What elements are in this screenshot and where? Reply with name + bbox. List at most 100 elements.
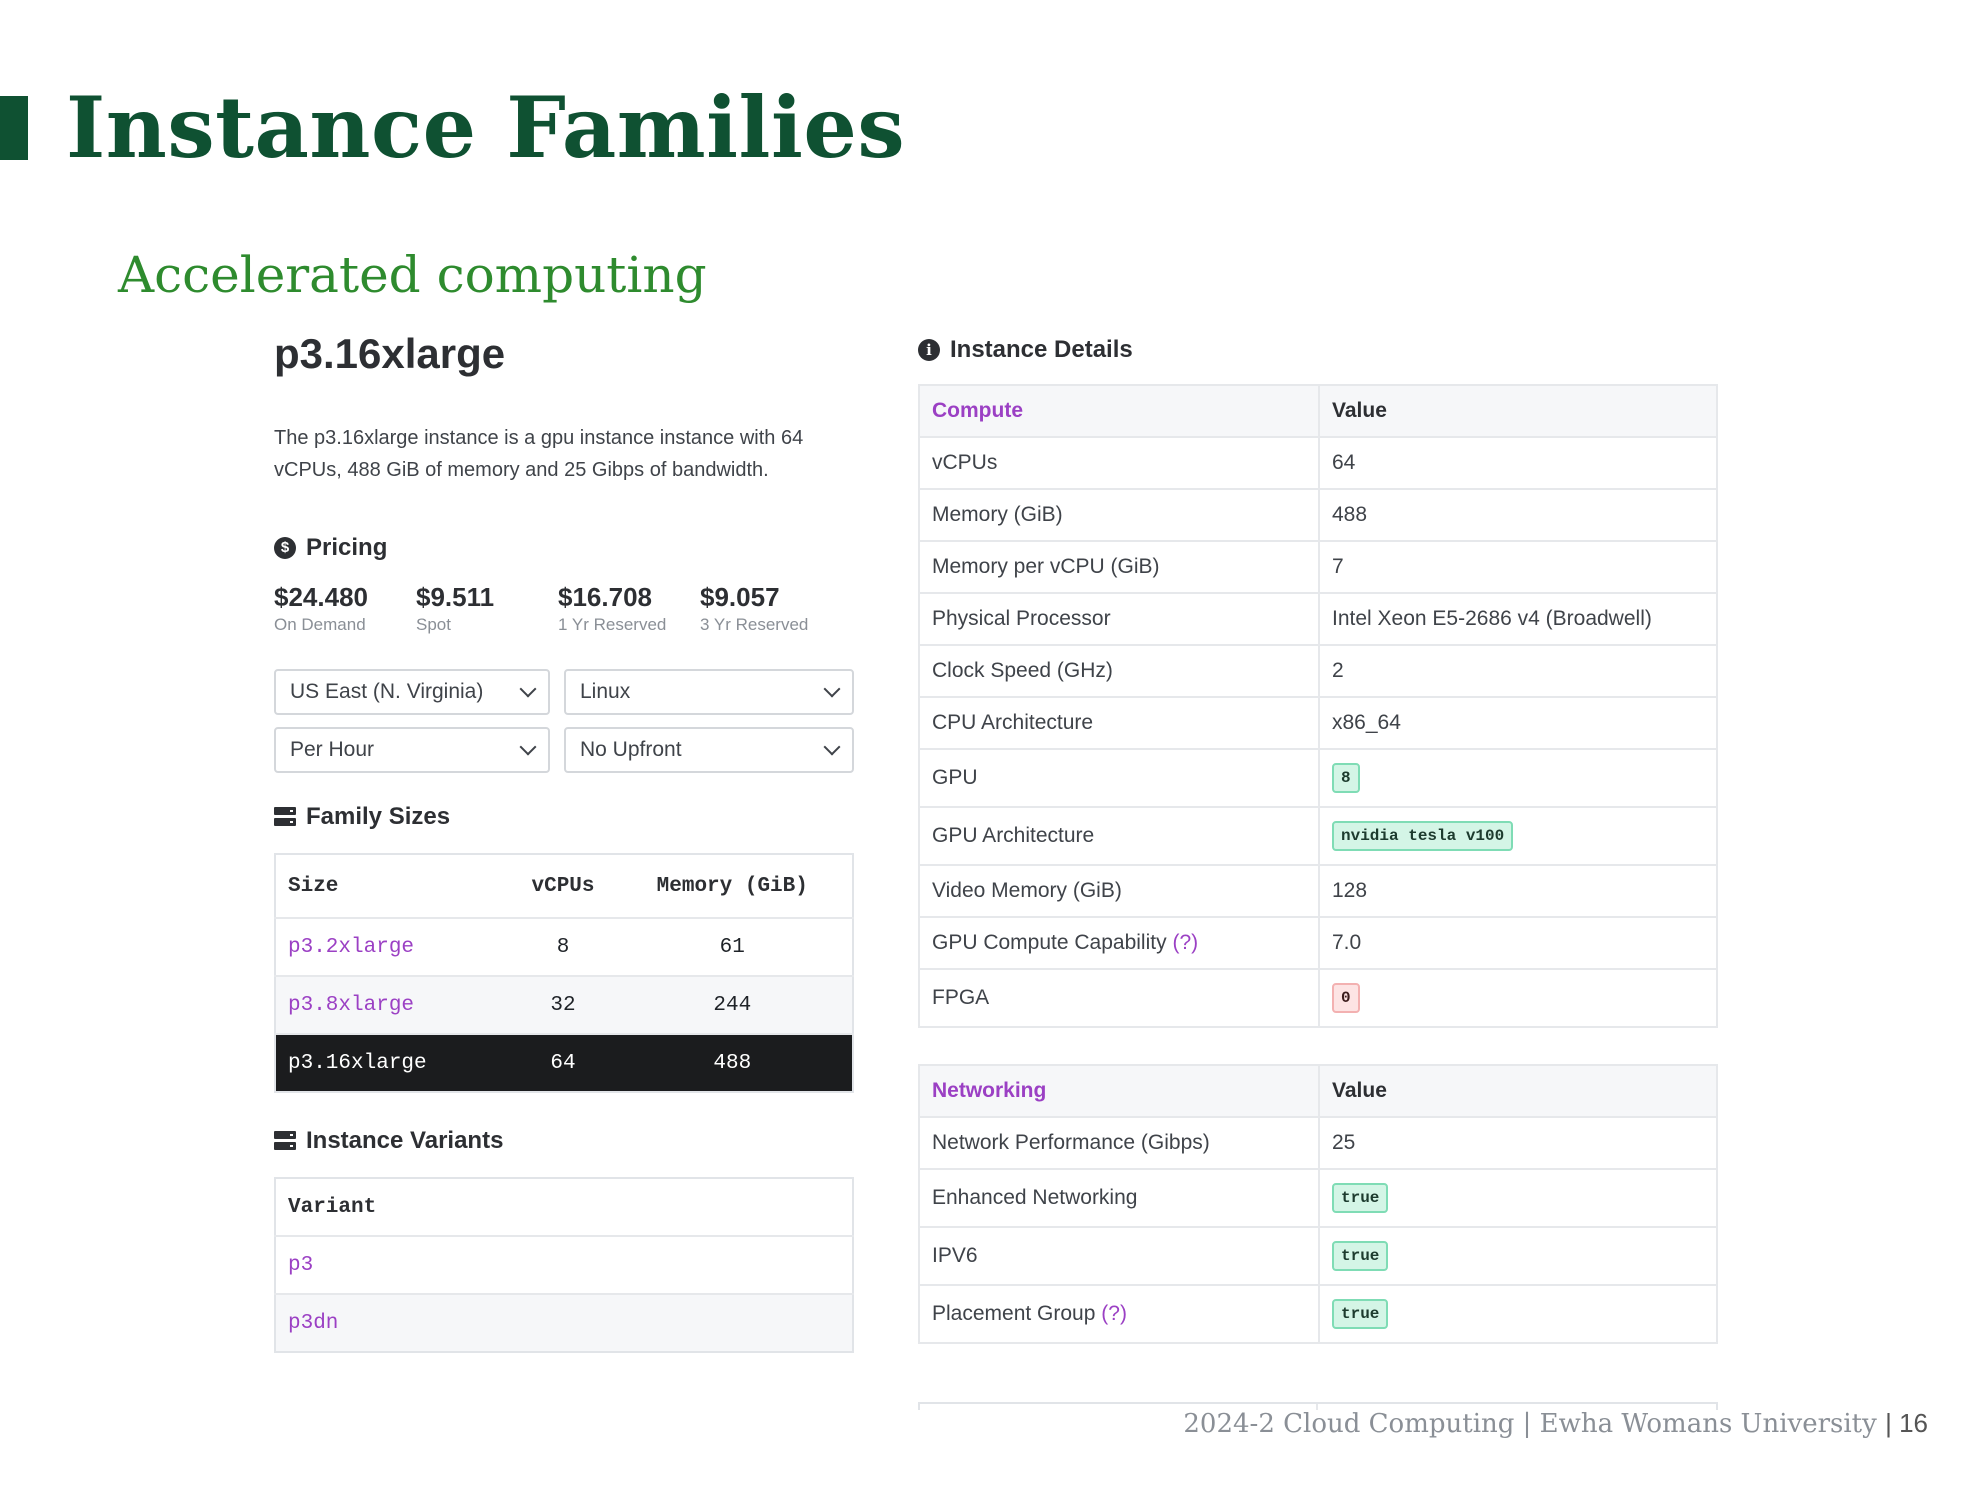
os-select[interactable]: Linux [564,669,854,715]
variant-link[interactable]: p3dn [288,1311,339,1335]
column-header-vcpus: vCPUs [513,854,614,918]
title-accent-bar [0,96,28,160]
slide-title: Instance Families [66,78,906,177]
row-value: 488 [1318,488,1718,542]
dollar-icon: $ [274,537,296,559]
compute-table: Compute Value vCPUs 64 Memory (GiB) 488 … [918,384,1718,1028]
payment-select[interactable]: No Upfront [564,727,854,773]
help-link[interactable]: (?) [1101,1302,1127,1325]
instance-details-panel: i Instance Details Compute Value vCPUs 6… [918,336,1718,1344]
row-key-label: GPU Compute Capability [932,931,1167,954]
price-1yr-reserved: $16.708 1 Yr Reserved [558,582,700,635]
memory-cell: 488 [613,1033,853,1092]
row-key: GPU [918,748,1320,808]
price-label: 3 Yr Reserved [700,615,809,634]
slide-subtitle: Accelerated computing [118,246,707,304]
instance-description: The p3.16xlarge instance is a gpu instan… [274,427,804,481]
ipv6-badge: true [1332,1241,1389,1271]
instance-variants-heading-label: Instance Variants [306,1127,504,1154]
size-cell: p3.16xlarge [275,1033,514,1092]
row-key: FPGA [918,968,1320,1028]
footer-text: 2024-2 Cloud Computing | Ewha Womans Uni… [1183,1409,1877,1439]
row-key: GPU Architecture [918,806,1320,866]
table-row: Video Memory (GiB) 128 [918,864,1718,918]
chevron-down-icon [519,738,537,756]
table-row: GPU 8 [918,748,1718,808]
fpga-count-badge: 0 [1332,983,1360,1013]
row-value: nvidia tesla v100 [1318,806,1718,866]
pricing-summary: $24.480 On Demand $9.511 Spot $16.708 1 … [274,582,854,635]
payment-select-value: No Upfront [580,738,682,761]
value-header: Value [1318,1064,1718,1118]
row-value: Intel Xeon E5-2686 v4 (Broadwell) [1318,592,1718,646]
page-number: | 16 [1885,1408,1928,1438]
price-on-demand: $24.480 On Demand [274,582,416,635]
row-value: 64 [1318,436,1718,490]
table-row[interactable]: p3 [275,1235,853,1294]
column-header-variant: Variant [288,1195,377,1219]
table-row[interactable]: p3.2xlarge 8 61 [275,917,853,976]
table-row: Clock Speed (GHz) 2 [918,644,1718,698]
row-value: true [1318,1226,1718,1286]
price-amount: $16.708 [558,582,652,612]
compute-header: Compute [918,384,1320,438]
vcpus-cell: 64 [513,1033,614,1092]
table-row[interactable]: p3.8xlarge 32 244 [275,975,853,1034]
table-row: Physical Processor Intel Xeon E5-2686 v4… [918,592,1718,646]
family-sizes-table: Size vCPUs Memory (GiB) p3.2xlarge 8 61 … [274,853,854,1093]
size-cell: p3.2xlarge [275,917,514,976]
value-header: Value [1318,384,1718,438]
price-amount: $9.511 [416,582,495,612]
family-sizes-heading: Family Sizes [274,803,854,831]
row-key: Video Memory (GiB) [918,864,1320,918]
region-select-value: US East (N. Virginia) [290,680,484,703]
server-icon [274,1131,296,1151]
table-header-row: Size vCPUs Memory (GiB) [275,854,853,918]
table-row-selected[interactable]: p3.16xlarge 64 488 [275,1033,853,1092]
table-row[interactable]: p3dn [275,1293,853,1352]
table-row: IPV6 true [918,1226,1718,1286]
table-header-row: Networking Value [918,1064,1718,1118]
variant-link[interactable]: p3 [288,1253,314,1277]
price-spot: $9.511 Spot [416,582,558,635]
region-select[interactable]: US East (N. Virginia) [274,669,550,715]
server-icon [274,807,296,827]
table-row: GPU Architecture nvidia tesla v100 [918,806,1718,866]
row-key: Memory per vCPU (GiB) [918,540,1320,594]
row-key-label: Placement Group [932,1302,1096,1325]
placement-group-badge: true [1332,1299,1389,1329]
table-row: Placement Group (?) true [918,1284,1718,1344]
table-row: Memory per vCPU (GiB) 7 [918,540,1718,594]
help-link[interactable]: (?) [1172,931,1199,954]
instance-details-heading: i Instance Details [918,336,1718,364]
table-header-row: Compute Value [918,384,1718,438]
size-link[interactable]: p3.2xlarge [288,935,415,959]
os-select-value: Linux [580,680,631,703]
column-header-memory: Memory (GiB) [613,854,853,918]
pricing-heading-label: Pricing [306,534,388,561]
period-select[interactable]: Per Hour [274,727,550,773]
table-row: FPGA 0 [918,968,1718,1028]
row-value: 0 [1318,968,1718,1028]
memory-cell: 61 [613,917,853,976]
row-value: 8 [1318,748,1718,808]
row-key: Physical Processor [918,592,1320,646]
networking-table: Networking Value Network Performance (Gi… [918,1064,1718,1344]
row-key: Memory (GiB) [918,488,1320,542]
column-header-size: Size [275,854,514,918]
row-key: CPU Architecture [918,696,1320,750]
row-key: vCPUs [918,436,1320,490]
family-sizes-heading-label: Family Sizes [306,803,451,830]
instance-summary-panel: p3.16xlarge The p3.16xlarge instance is … [274,330,854,1353]
price-label: On Demand [274,615,366,634]
size-link[interactable]: p3.8xlarge [288,993,415,1017]
row-value: 7 [1318,540,1718,594]
price-label: Spot [416,615,451,634]
variant-cell: p3 [275,1235,853,1294]
row-key: Enhanced Networking [918,1168,1320,1228]
gpu-count-badge: 8 [1332,763,1360,793]
gpu-architecture-badge: nvidia tesla v100 [1332,821,1514,851]
networking-header: Networking [918,1064,1320,1118]
cropped-table-edge [918,1402,1718,1410]
table-row: Memory (GiB) 488 [918,488,1718,542]
